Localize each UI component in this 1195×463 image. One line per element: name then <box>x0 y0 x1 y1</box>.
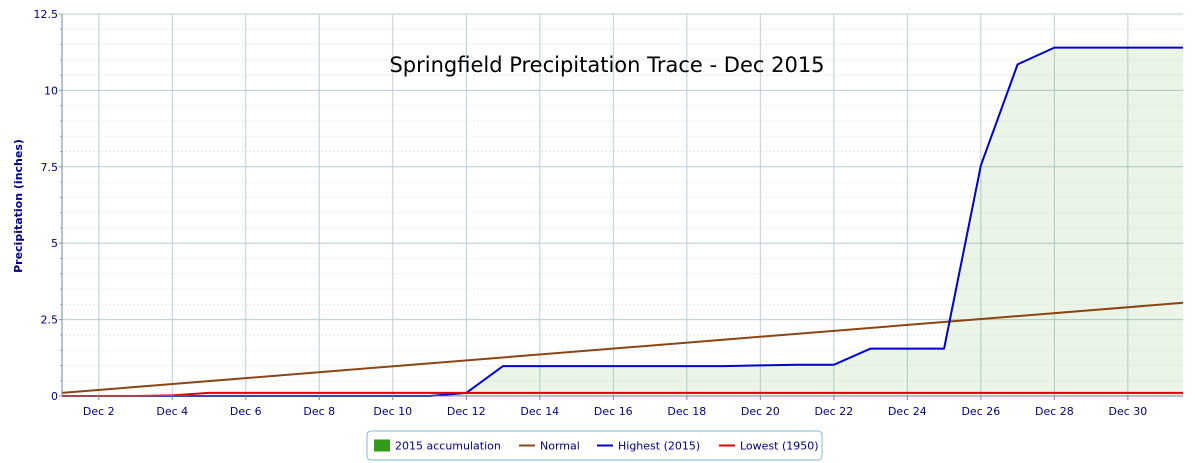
x-tick-label: Dec 12 <box>447 405 486 418</box>
legend-label: Highest (2015) <box>618 440 700 453</box>
series-line-normal <box>61 301 1184 394</box>
x-tick-label: Dec 30 <box>1108 405 1147 418</box>
y-tick-label: 2.5 <box>41 314 59 327</box>
x-tick-label: Dec 4 <box>156 405 188 418</box>
series-layer <box>61 46 1184 397</box>
legend-label: Lowest (1950) <box>740 440 819 453</box>
x-tick-label: Dec 16 <box>594 405 633 418</box>
series-area-2015-accumulation <box>62 47 1183 396</box>
legend-box <box>366 430 823 461</box>
x-tick-label: Dec 20 <box>741 405 780 418</box>
y-tick-label: 5 <box>51 237 58 250</box>
x-tick-label: Dec 28 <box>1035 405 1074 418</box>
y-axis-title: Precipitation (inches) <box>12 139 25 273</box>
grid <box>62 13 1183 397</box>
x-tick-label: Dec 22 <box>814 405 853 418</box>
chart-title: Springfield Precipitation Trace - Dec 20… <box>389 53 824 77</box>
legend-swatch <box>374 439 390 452</box>
x-tick-label: Dec 6 <box>230 405 262 418</box>
y-tick-label: 10 <box>44 84 58 97</box>
x-tick-label: Dec 2 <box>83 405 115 418</box>
y-tick-label: 0 <box>51 390 58 403</box>
legend-label: 2015 accumulation <box>395 440 501 453</box>
y-tick-label: 12.5 <box>34 8 59 21</box>
x-tick-label: Dec 26 <box>961 405 1000 418</box>
x-tick-label: Dec 10 <box>373 405 412 418</box>
x-tick-label: Dec 14 <box>520 405 559 418</box>
x-tick-label: Dec 18 <box>667 405 706 418</box>
x-tick-label: Dec 24 <box>888 405 927 418</box>
axes: 0 2.5 5 7.5 10 12.5 Dec 2 Dec 4 Dec 6 Dec 8 Dec 10… <box>34 8 1183 418</box>
y-tick-label: 7.5 <box>41 161 59 174</box>
series-line-lowest-1950 <box>62 391 1183 397</box>
legend-label: Normal <box>540 440 580 453</box>
x-tick-label: Dec 8 <box>303 405 335 418</box>
legend: 2015 accumulation Normal Highest (2015) Low… <box>366 430 823 461</box>
